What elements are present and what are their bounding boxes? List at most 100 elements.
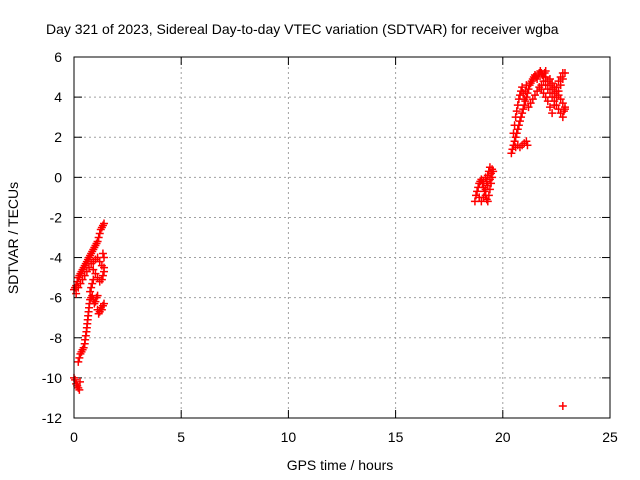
data-point: [98, 271, 107, 280]
data-point: [522, 81, 531, 90]
data-point: [543, 85, 552, 94]
data-point: [512, 107, 521, 116]
data-point: [554, 77, 563, 86]
data-point: [530, 91, 539, 100]
data-point: [95, 257, 104, 266]
x-tick-label: 10: [281, 429, 297, 445]
x-tick-label: 15: [388, 429, 404, 445]
data-point: [558, 99, 567, 108]
data-point: [75, 385, 84, 394]
data-point: [509, 129, 518, 138]
data-point: [558, 69, 567, 78]
data-point: [100, 219, 109, 228]
chart-title: Day 321 of 2023, Sidereal Day-to-day VTE…: [46, 21, 559, 37]
data-point: [97, 305, 106, 314]
data-point: [554, 91, 563, 100]
data-point: [558, 113, 567, 122]
data-point: [477, 197, 486, 206]
data-point: [75, 353, 84, 362]
data-point: [93, 273, 102, 282]
data-point: [550, 97, 559, 106]
data-point: [556, 81, 565, 90]
data-point: [510, 121, 519, 130]
data-point: [74, 357, 83, 366]
data-point: [541, 81, 550, 90]
data-point: [94, 233, 103, 242]
x-tick-label: 0: [70, 429, 78, 445]
data-point: [548, 109, 557, 118]
data-point: [97, 275, 106, 284]
data-point: [483, 181, 492, 190]
y-tick-label: -8: [50, 330, 63, 346]
data-point: [507, 149, 516, 158]
data-point: [91, 297, 100, 306]
y-tick-label: 0: [54, 169, 62, 185]
data-point: [481, 185, 490, 194]
data-point: [552, 101, 561, 110]
data-point: [518, 83, 527, 92]
data-point: [518, 109, 527, 118]
y-tick-label: -12: [42, 410, 62, 426]
data-point: [71, 375, 80, 384]
data-point: [560, 105, 569, 114]
data-point: [511, 133, 520, 142]
data-point: [93, 237, 102, 246]
data-point: [484, 167, 493, 176]
x-axis-label: GPS time / hours: [287, 457, 394, 473]
data-point: [521, 87, 530, 96]
axis-ticks: [73, 56, 611, 419]
y-tick-label: -6: [50, 290, 63, 306]
y-tick-label: 6: [54, 49, 62, 65]
data-point: [558, 401, 567, 410]
data-point: [513, 125, 522, 134]
data-point: [76, 377, 85, 386]
data-point: [473, 187, 482, 196]
data-point: [485, 163, 494, 172]
data-point: [556, 73, 565, 82]
data-point: [482, 177, 491, 186]
data-point: [95, 229, 104, 238]
data-point: [528, 95, 537, 104]
data-points: [70, 67, 569, 410]
data-point: [545, 103, 554, 112]
y-tick-label: -2: [50, 209, 63, 225]
data-point: [91, 269, 100, 278]
data-point: [520, 95, 529, 104]
data-point: [475, 193, 484, 202]
plot-frame: [73, 56, 611, 419]
data-point: [80, 271, 89, 280]
y-tick-label: 2: [54, 129, 62, 145]
data-point: [548, 93, 557, 102]
data-point: [76, 279, 85, 288]
data-point: [89, 275, 98, 284]
data-point: [526, 99, 535, 108]
data-point: [100, 299, 109, 308]
data-point: [515, 117, 524, 126]
data-point: [523, 141, 532, 150]
data-point: [88, 279, 97, 288]
data-point: [89, 265, 98, 274]
tick-labels: 0 5 10 15 20 25 -12 -10 -8 -6 -4 -2 0 2 4 6: [42, 49, 618, 445]
y-tick-label: 4: [54, 89, 62, 105]
y-axis-label: SDTVAR / TECUs: [5, 182, 21, 294]
data-point: [72, 289, 81, 298]
data-point: [548, 79, 557, 88]
data-point: [533, 87, 542, 96]
x-tick-label: 5: [177, 429, 185, 445]
data-point: [98, 249, 107, 258]
data-point: [550, 83, 559, 92]
data-point: [78, 275, 87, 284]
x-tick-label: 25: [602, 429, 618, 445]
data-point: [545, 75, 554, 84]
data-point: [513, 101, 522, 110]
data-point: [524, 103, 533, 112]
x-tick-label: 20: [495, 429, 511, 445]
data-point: [100, 267, 109, 276]
data-point: [74, 283, 83, 292]
data-point: [100, 253, 109, 262]
data-point: [484, 191, 493, 200]
y-tick-label: -4: [50, 250, 63, 266]
data-point: [93, 291, 102, 300]
data-point: [552, 87, 561, 96]
